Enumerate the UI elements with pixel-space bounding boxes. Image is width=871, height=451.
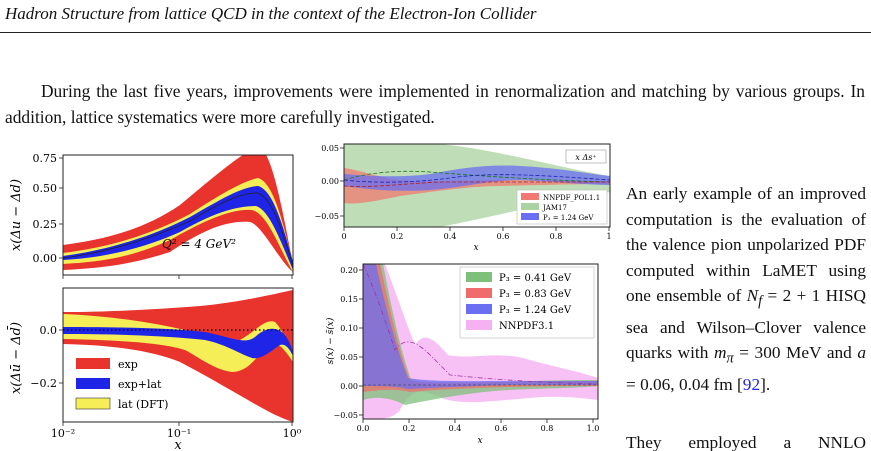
br-xtick-5: 1.0 (587, 424, 600, 433)
sidebar-text: An early example of an improved computat… (626, 181, 866, 398)
sidebar-paragraph: An early example of an improved computat… (626, 181, 866, 398)
citation-link[interactable]: 92 (742, 375, 761, 395)
nf-sub: f (758, 293, 763, 310)
bl-xlabel: x (174, 438, 182, 451)
bl-xtick-2: 10⁰ (283, 427, 302, 440)
bl-ylabel: x(Δū − Δd̄) (7, 322, 24, 394)
tl-ytick-0: 0.75 (33, 152, 58, 165)
br-legend-nnpdf31: NNPDF3.1 (499, 321, 554, 332)
sidebar-mpi-value: = 300 MeV and (733, 343, 858, 363)
br-legend-swatch-p041 (466, 272, 492, 282)
tr-xtick-5: 1 (606, 232, 611, 241)
br-ytick-0: 0.20 (340, 266, 358, 275)
legend-swatch-lat (75, 397, 111, 410)
intro-paragraph: During the last five years, improvements… (5, 79, 865, 130)
br-xtick-0: 0.0 (357, 424, 370, 433)
tr-ytick-2: −0.05 (314, 212, 339, 221)
tr-label-box (565, 149, 607, 164)
tr-legend: NNPDF_POL1.1 JAM17 P₃ = 1.24 GeV (516, 189, 608, 225)
panel-top-left: 0.75 0.50 0.25 0.00 x(Δu − Δd) Q² = 4 Ge… (9, 152, 294, 279)
band-explat-blue (63, 186, 293, 270)
legend-swatch-explat (76, 378, 110, 389)
legend-label-explat: exp+lat (118, 378, 162, 391)
br-legend-p124: P₃ = 1.24 GeV (499, 305, 572, 316)
tr-xtick-3: 0.6 (497, 232, 510, 241)
br-legend: P₃ = 0.41 GeV P₃ = 0.83 GeV P₃ = 1.24 Ge… (459, 266, 595, 339)
tr-label: x Δs⁺ (575, 153, 596, 162)
panel-bottom-left: 0.0 −0.2 10⁻² 10⁻¹ 10⁰ x x(Δū − Δd̄) exp… (7, 287, 302, 451)
br-ytick-2: 0.10 (340, 324, 358, 333)
br-ytick-3: 0.05 (340, 353, 358, 362)
tr-xtick-1: 0.2 (391, 232, 404, 241)
tr-ytick-0: 0.05 (321, 144, 339, 153)
br-xtick-4: 0.8 (541, 424, 554, 433)
band-explat-blue-bl (63, 327, 293, 359)
mpi-sub: π (726, 350, 734, 367)
intro-text: During the last five years, improvements… (5, 81, 865, 127)
tl-ytick-1: 0.50 (33, 182, 58, 195)
sidebar-before-nf: An early example of an improved computat… (626, 184, 866, 305)
sidebar-a-value: = 0.06, 0.04 fm [ (626, 375, 743, 395)
tr-legend-swatch-jam (521, 203, 539, 210)
panel-top-right: 0.05 0.00 −0.05 0 0.2 0.4 0.6 0.8 1 x x … (314, 143, 612, 253)
band-nnpdf-pol (344, 168, 610, 204)
br-ytick-4: 0.00 (340, 382, 358, 391)
tr-xtick-4: 0.8 (550, 232, 563, 241)
br-ylabel: s(x) − s̄(x) (325, 317, 336, 364)
legend-label-exp: exp (118, 358, 138, 371)
br-legend-swatch-p083 (466, 288, 492, 298)
tl-ytick-2: 0.25 (33, 218, 58, 231)
bl-legend: exp exp+lat lat (DFT) (75, 358, 168, 411)
tl-ytick-3: 0.00 (33, 252, 58, 265)
bl-xtick-0: 10⁻² (51, 427, 75, 440)
tr-legend-swatch-nnpdf (521, 193, 539, 200)
br-legend-swatch-p124 (466, 304, 492, 314)
br-xtick-3: 0.6 (495, 424, 508, 433)
cut-line-text: They employed a NNLO (626, 436, 866, 451)
bl-ytick-1: −0.2 (30, 377, 57, 390)
tr-xtick-0: 0 (341, 232, 346, 241)
tr-xtick-2: 0.4 (444, 232, 457, 241)
br-xtick-1: 0.2 (403, 424, 416, 433)
cut-line-wrapper: They employed a NNLO (626, 436, 871, 451)
header-rule (0, 32, 871, 33)
panel-bottom-right: 0.20 0.15 0.10 0.05 0.00 −0.05 0.0 0.2 0… (325, 263, 600, 446)
br-ytick-5: −0.05 (333, 411, 358, 420)
tr-legend-swatch-p124 (521, 213, 539, 220)
br-xtick-2: 0.4 (449, 424, 462, 433)
bl-ytick-0: 0.0 (40, 324, 58, 337)
legend-swatch-exp (76, 358, 110, 369)
br-legend-p041: P₃ = 0.41 GeV (499, 273, 572, 284)
tr-ytick-1: 0.00 (321, 177, 339, 186)
band-p041 (363, 264, 598, 405)
band-p124-tr (344, 165, 610, 191)
tr-legend-nnpdf: NNPDF_POL1.1 (543, 194, 600, 202)
tr-legend-jam: JAM17 (542, 204, 567, 212)
sidebar-nf-value: = 2 + 1 HISQ sea and Wilson–Clover valen… (626, 286, 866, 363)
br-legend-swatch-nnpdf31 (466, 320, 492, 330)
bl-xtick-1: 10⁻¹ (167, 427, 191, 440)
br-ytick-1: 0.15 (340, 295, 358, 304)
mpi-symbol: m (713, 343, 727, 363)
running-header: Hadron Structure from lattice QCD in the… (5, 4, 537, 23)
tr-legend-p124: P₃ = 1.24 GeV (543, 214, 594, 222)
legend-label-lat: lat (DFT) (118, 398, 168, 411)
tl-ylabel: x(Δu − Δd) (9, 179, 24, 251)
tr-xlabel: x (473, 243, 478, 253)
br-xlabel: x (477, 436, 482, 446)
br-legend-p083: P₃ = 0.83 GeV (499, 289, 572, 300)
sidebar-after-ref: ]. (760, 375, 771, 395)
tl-annotation: Q² = 4 GeV² (162, 237, 236, 251)
a-symbol: a (857, 343, 866, 363)
band-p124-br (363, 264, 598, 389)
nf-symbol: N (746, 286, 759, 305)
